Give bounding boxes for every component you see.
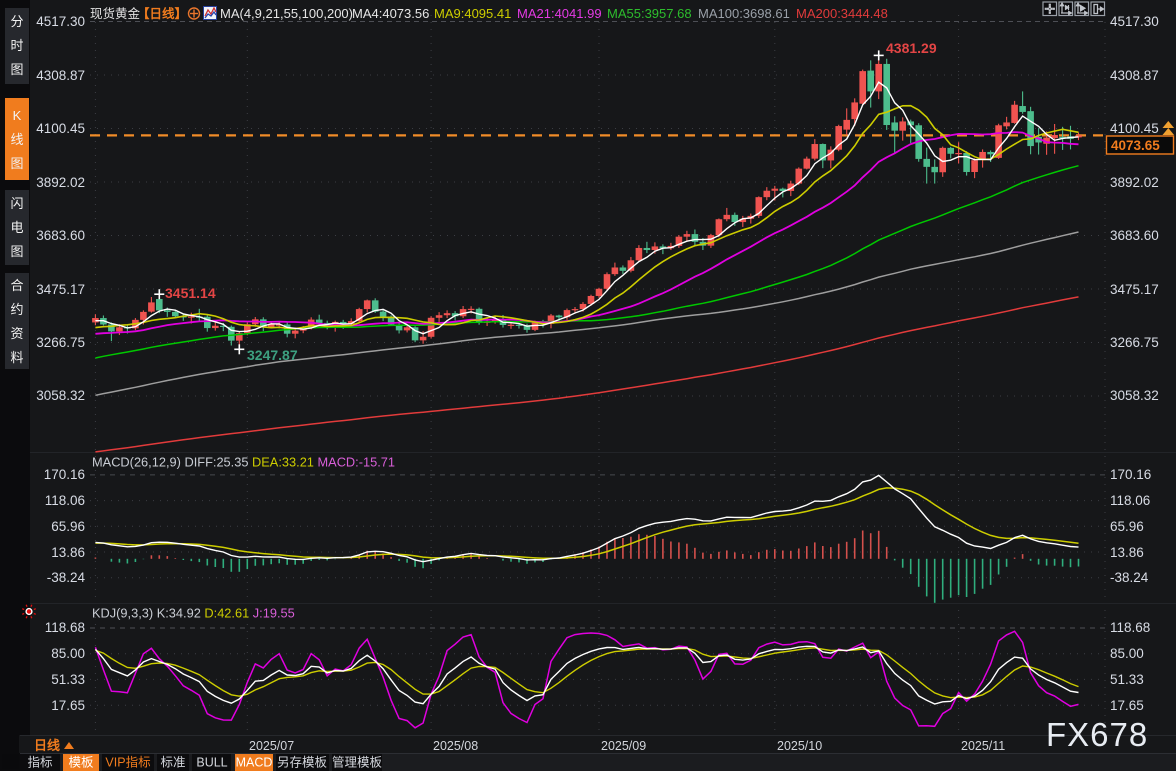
svg-text:料: 料 xyxy=(10,350,23,365)
svg-text:【日线】: 【日线】 xyxy=(137,6,187,21)
svg-text:另存模板: 另存模板 xyxy=(277,756,328,770)
svg-text:FX678: FX678 xyxy=(1046,716,1148,753)
svg-text:日线: 日线 xyxy=(34,738,60,753)
svg-text:2025/10: 2025/10 xyxy=(777,739,822,753)
svg-text:4517.30: 4517.30 xyxy=(36,14,85,29)
svg-text:时: 时 xyxy=(10,38,23,53)
svg-text:51.33: 51.33 xyxy=(51,672,85,687)
svg-text:3247.87: 3247.87 xyxy=(247,347,298,363)
svg-text:图: 图 xyxy=(10,156,23,171)
svg-text:170.16: 170.16 xyxy=(44,467,85,482)
svg-text:合: 合 xyxy=(10,278,23,293)
svg-text:85.00: 85.00 xyxy=(51,646,85,661)
svg-text:VIP指标: VIP指标 xyxy=(105,755,150,770)
svg-text:电: 电 xyxy=(10,220,23,235)
svg-text:3475.17: 3475.17 xyxy=(36,282,85,297)
svg-text:118.06: 118.06 xyxy=(45,493,85,508)
svg-text:3451.14: 3451.14 xyxy=(165,285,216,301)
svg-text:51.33: 51.33 xyxy=(1110,672,1144,687)
svg-text:线: 线 xyxy=(10,132,23,147)
svg-text:3892.02: 3892.02 xyxy=(36,175,85,190)
svg-text:3683.60: 3683.60 xyxy=(36,228,85,243)
svg-text:118.06: 118.06 xyxy=(1110,493,1150,508)
svg-text:BULL: BULL xyxy=(196,756,227,770)
svg-text:KDJ(9,3,3) K:34.92 D:42.61 J:1: KDJ(9,3,3) K:34.92 D:42.61 J:19.55 xyxy=(92,606,295,621)
svg-text:闪: 闪 xyxy=(10,196,23,211)
svg-text:模板: 模板 xyxy=(68,756,94,770)
svg-text:85.00: 85.00 xyxy=(1110,646,1144,661)
svg-text:资: 资 xyxy=(10,326,23,341)
svg-text:图: 图 xyxy=(10,62,23,77)
svg-text:2025/11: 2025/11 xyxy=(961,739,1005,753)
svg-text:4308.87: 4308.87 xyxy=(1110,68,1159,83)
svg-text:分: 分 xyxy=(10,14,23,29)
svg-text:-38.24: -38.24 xyxy=(1110,570,1149,585)
svg-text:3266.75: 3266.75 xyxy=(1110,335,1159,350)
svg-text:约: 约 xyxy=(10,302,23,317)
svg-text:118.68: 118.68 xyxy=(1110,620,1150,635)
svg-text:标准: 标准 xyxy=(160,756,185,770)
svg-text:-38.24: -38.24 xyxy=(47,570,86,585)
svg-text:3892.02: 3892.02 xyxy=(1110,175,1159,190)
svg-text:MACD: MACD xyxy=(236,756,273,770)
svg-text:4100.45: 4100.45 xyxy=(1110,121,1159,136)
svg-text:指标: 指标 xyxy=(27,755,52,770)
svg-text:MACD(26,12,9) DIFF:25.35 DEA:: MACD(26,12,9) DIFF:25.35 DEA:33.21 MACD:… xyxy=(92,455,395,470)
svg-text:65.96: 65.96 xyxy=(51,519,85,534)
svg-text:4100.45: 4100.45 xyxy=(36,121,85,136)
svg-text:4517.30: 4517.30 xyxy=(1110,14,1159,29)
svg-text:图: 图 xyxy=(10,244,23,259)
svg-text:3058.32: 3058.32 xyxy=(36,388,85,403)
svg-text:13.86: 13.86 xyxy=(1110,545,1144,560)
svg-text:K: K xyxy=(13,108,22,123)
svg-text:17.65: 17.65 xyxy=(1110,698,1144,713)
svg-text:118.68: 118.68 xyxy=(45,620,85,635)
svg-text:3058.32: 3058.32 xyxy=(1110,388,1159,403)
svg-text:4073.65: 4073.65 xyxy=(1111,138,1160,153)
svg-text:170.16: 170.16 xyxy=(1110,467,1151,482)
svg-text:现货黄金: 现货黄金 xyxy=(90,6,141,21)
svg-text:MA(4,9,21,55,100,200)MA4:4073.: MA(4,9,21,55,100,200)MA4:4073.56 MA9:4095… xyxy=(220,6,888,21)
svg-text:2025/09: 2025/09 xyxy=(601,739,646,753)
svg-text:4308.87: 4308.87 xyxy=(36,68,85,83)
svg-text:13.86: 13.86 xyxy=(51,545,85,560)
svg-text:17.65: 17.65 xyxy=(51,698,85,713)
svg-text:2025/08: 2025/08 xyxy=(433,739,478,753)
svg-text:3475.17: 3475.17 xyxy=(1110,282,1159,297)
svg-text:3266.75: 3266.75 xyxy=(36,335,85,350)
svg-text:管理模板: 管理模板 xyxy=(332,755,383,770)
svg-text:4381.29: 4381.29 xyxy=(886,40,937,56)
svg-text:3683.60: 3683.60 xyxy=(1110,228,1159,243)
svg-text:2025/07: 2025/07 xyxy=(249,739,294,753)
svg-text:65.96: 65.96 xyxy=(1110,519,1144,534)
